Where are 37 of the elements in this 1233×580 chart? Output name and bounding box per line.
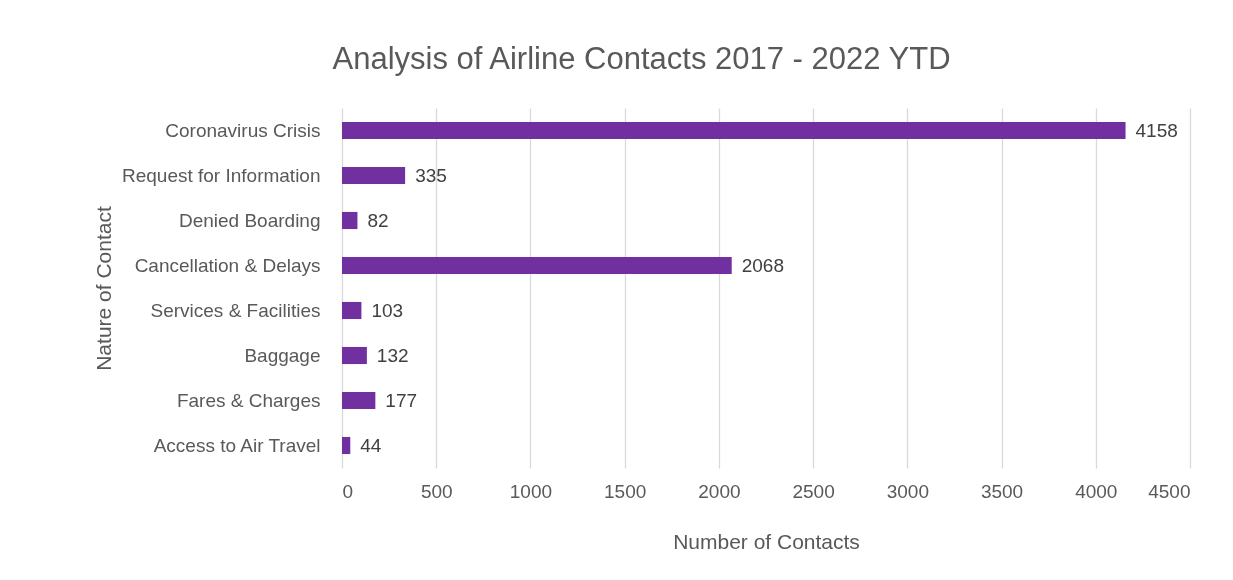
- data-label: 103: [371, 299, 404, 321]
- y-tick-label: Fares & Charges: [176, 389, 321, 411]
- data-label: 2068: [741, 254, 784, 276]
- x-tick-label: 4000: [1075, 480, 1118, 502]
- bar: [342, 211, 358, 230]
- data-label: 44: [360, 434, 382, 456]
- x-tick-label: 500: [420, 480, 453, 502]
- data-label: 335: [415, 164, 447, 186]
- y-tick-label: Cancellation & Delays: [134, 254, 321, 276]
- x-tick-label: 4500: [1148, 480, 1191, 502]
- data-label: 177: [385, 389, 418, 411]
- x-tick-label: 3000: [886, 480, 929, 502]
- y-tick-label: Access to Air Travel: [153, 434, 321, 456]
- x-tick-label: 0: [342, 480, 354, 502]
- bar: [342, 256, 732, 275]
- y-tick-label: Denied Boarding: [178, 209, 321, 231]
- x-tick-label: 1000: [509, 480, 553, 502]
- y-tick-label: Services & Facilities: [150, 299, 321, 321]
- x-tick-label: 1500: [604, 480, 647, 502]
- bar: [342, 166, 406, 185]
- y-tick-label: Coronavirus Crisis: [165, 119, 321, 141]
- bar: [342, 121, 1126, 140]
- data-label: 4158: [1135, 119, 1178, 141]
- x-tick-label: 3500: [980, 480, 1024, 502]
- x-tick-label: 2500: [792, 480, 835, 502]
- x-tick-label: 2000: [698, 480, 741, 502]
- x-axis-title: Number of Contacts: [673, 529, 860, 553]
- bar: [342, 436, 351, 455]
- y-tick-label: Request for Information: [121, 164, 321, 186]
- bar: [342, 346, 367, 365]
- bar: [342, 391, 376, 410]
- bar: [342, 301, 362, 320]
- y-tick-label: Baggage: [244, 344, 321, 366]
- y-axis-title: Nature of Contact: [91, 206, 115, 371]
- data-label: 82: [367, 209, 389, 231]
- data-label: 132: [376, 344, 409, 366]
- chart-title: Analysis of Airline Contacts 2017 - 2022 YTD: [332, 41, 951, 76]
